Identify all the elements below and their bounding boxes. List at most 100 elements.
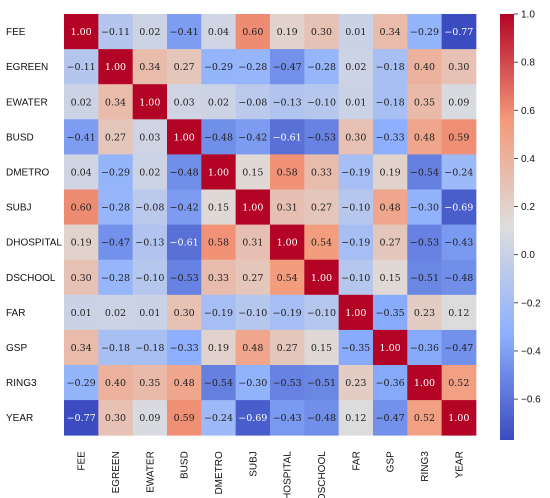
heatmap-cell-BUSD-BUSD xyxy=(166,119,202,155)
heatmap-cell-label-EGREEN-SUBJ: −0.28 xyxy=(238,62,267,73)
heatmap-cell-EWATER-GSP xyxy=(372,84,408,120)
heatmap-cell-label-BUSD-EGREEN: 0.27 xyxy=(105,132,126,143)
heatmap-cell-FAR-DHOSPITAL xyxy=(269,294,305,331)
heatmap-cell-label-DHOSPITAL-RING3: −0.53 xyxy=(410,238,439,249)
heatmap-cell-EWATER-BUSD xyxy=(166,84,202,120)
heatmap-cell-EGREEN-SUBJ xyxy=(235,49,271,85)
heatmap-cell-EGREEN-DHOSPITAL xyxy=(269,49,305,85)
heatmap-cell-label-BUSD-DMETRO: −0.48 xyxy=(204,132,233,143)
heatmap-cell-FAR-YEAR xyxy=(441,294,477,331)
heatmap-cell-EGREEN-FEE xyxy=(64,49,99,85)
heatmap-cell-label-RING3-YEAR: 0.52 xyxy=(448,378,469,389)
y-tick-label-BUSD: BUSD xyxy=(6,132,34,143)
heatmap-cell-label-RING3-GSP: −0.36 xyxy=(376,378,405,389)
heatmap-cell-DSCHOOL-FEE xyxy=(64,259,99,296)
heatmap-cell-label-FEE-RING3: −0.29 xyxy=(410,27,439,38)
heatmap-cell-label-GSP-FAR: −0.35 xyxy=(341,343,370,354)
heatmap-cell-SUBJ-FAR xyxy=(338,189,374,225)
heatmap-cell-label-GSP-EWATER: −0.18 xyxy=(135,343,164,354)
colorbar-tick-label: −0.6 xyxy=(521,395,541,406)
heatmap-cell-label-GSP-EGREEN: −0.18 xyxy=(101,343,130,354)
heatmap-cell-label-RING3-EWATER: 0.35 xyxy=(139,378,160,389)
heatmap-cell-BUSD-FEE xyxy=(64,119,99,155)
heatmap-cell-label-SUBJ-EGREEN: −0.28 xyxy=(101,203,130,214)
heatmap-cell-label-RING3-DSCHOOL: −0.51 xyxy=(307,378,336,389)
heatmap-cell-label-YEAR-BUSD: 0.59 xyxy=(174,413,195,424)
heatmap-cell-label-YEAR-EGREEN: 0.30 xyxy=(105,413,126,424)
heatmap-cell-SUBJ-GSP xyxy=(372,189,408,225)
heatmap-cell-label-FAR-GSP: −0.35 xyxy=(376,308,405,319)
heatmap-cell-DMETRO-SUBJ xyxy=(235,154,271,190)
heatmap-cell-DMETRO-FEE xyxy=(64,154,99,190)
heatmap-cell-BUSD-DHOSPITAL xyxy=(269,119,305,155)
x-tick-label-SUBJ: SUBJ xyxy=(248,451,259,477)
heatmap-cell-label-SUBJ-SUBJ: 1.00 xyxy=(242,203,263,214)
heatmap-cell-SUBJ-BUSD xyxy=(166,189,202,225)
x-tick-label-FEE: FEE xyxy=(77,451,88,471)
heatmap-cell-label-DSCHOOL-RING3: −0.51 xyxy=(410,273,439,284)
heatmap-cell-GSP-GSP xyxy=(372,329,408,366)
y-axis-tick-labels: FEE EGREEN EWATER BUSD DMETRO SUBJ DHOSPITAL DS… xyxy=(6,27,62,424)
heatmap-cell-FAR-EGREEN xyxy=(98,294,134,331)
heatmap-cell-label-DSCHOOL-EWATER: −0.10 xyxy=(135,273,164,284)
heatmap-cell-GSP-DMETRO xyxy=(201,329,237,366)
heatmap-cell-YEAR-EWATER xyxy=(132,400,168,436)
heatmap-cell-DHOSPITAL-EGREEN xyxy=(98,224,134,261)
heatmap-cell-label-DMETRO-GSP: 0.19 xyxy=(380,167,401,178)
heatmap-cell-FAR-DSCHOOL xyxy=(304,294,340,331)
heatmap-cell-EGREEN-YEAR xyxy=(441,49,477,85)
y-tick-label-FAR: FAR xyxy=(6,308,25,319)
heatmap-cell-label-EGREEN-EWATER: 0.34 xyxy=(139,62,160,73)
heatmap-cell-FEE-DMETRO xyxy=(201,14,237,50)
heatmap-cell-label-FAR-SUBJ: −0.10 xyxy=(238,308,267,319)
heatmap-cell-label-GSP-GSP: 1.00 xyxy=(380,343,401,354)
heatmap-cell-label-GSP-DHOSPITAL: 0.27 xyxy=(277,343,298,354)
heatmap-cell-YEAR-FAR xyxy=(338,400,374,436)
heatmap-cell-BUSD-DMETRO xyxy=(201,119,237,155)
heatmap-cell-DSCHOOL-DHOSPITAL xyxy=(269,259,305,296)
heatmap-cell-DMETRO-BUSD xyxy=(166,154,202,190)
heatmap-cell-label-RING3-SUBJ: −0.30 xyxy=(238,378,267,389)
heatmap-cell-SUBJ-YEAR xyxy=(441,189,477,225)
heatmap-cell-label-EWATER-EWATER: 1.00 xyxy=(139,97,160,108)
heatmap-cell-label-GSP-YEAR: −0.47 xyxy=(444,343,473,354)
heatmap-cell-FEE-FAR xyxy=(338,14,374,50)
colorbar-tick-label: 0.2 xyxy=(521,202,535,213)
heatmap-cell-EGREEN-RING3 xyxy=(407,49,443,85)
colorbar-tick-label: 0.6 xyxy=(521,106,535,117)
x-tick-label-EGREEN: EGREEN xyxy=(111,451,122,493)
heatmap-cell-label-YEAR-YEAR: 1.00 xyxy=(448,413,469,424)
heatmap-cell-label-EWATER-EGREEN: 0.34 xyxy=(105,97,126,108)
heatmap-cell-label-GSP-RING3: −0.36 xyxy=(410,343,439,354)
heatmap-cell-label-DSCHOOL-DMETRO: 0.33 xyxy=(208,273,229,284)
heatmap-cell-FEE-EWATER xyxy=(132,14,168,50)
heatmap-cell-BUSD-DSCHOOL xyxy=(304,119,340,155)
heatmap-cell-label-EWATER-RING3: 0.35 xyxy=(414,97,435,108)
heatmap-cell-label-DSCHOOL-DSCHOOL: 1.00 xyxy=(311,273,332,284)
heatmap-cell-EWATER-FEE xyxy=(64,84,99,120)
heatmap-cell-label-GSP-DMETRO: 0.19 xyxy=(208,343,229,354)
heatmap-cell-DSCHOOL-DMETRO xyxy=(201,259,237,296)
heatmap-cell-DHOSPITAL-GSP xyxy=(372,224,408,261)
heatmap-cell-label-EWATER-FEE: 0.02 xyxy=(71,97,92,108)
heatmap-cell-DMETRO-EWATER xyxy=(132,154,168,190)
colorbar-tick-label: −0.2 xyxy=(521,298,541,309)
heatmap-cell-label-EGREEN-RING3: 0.40 xyxy=(414,62,435,73)
heatmap-cell-label-DMETRO-EWATER: 0.02 xyxy=(139,167,160,178)
heatmap-cell-YEAR-DHOSPITAL xyxy=(269,400,305,436)
heatmap-cell-FAR-BUSD xyxy=(166,294,202,331)
heatmap-cell-label-EGREEN-FAR: 0.02 xyxy=(345,62,366,73)
heatmap-cell-SUBJ-DMETRO xyxy=(201,189,237,225)
heatmap-cell-FAR-RING3 xyxy=(407,294,443,331)
heatmap-cell-EGREEN-EGREEN xyxy=(98,49,134,85)
heatmap-cell-label-DSCHOOL-YEAR: −0.48 xyxy=(444,273,473,284)
heatmap-cell-label-SUBJ-DHOSPITAL: 0.31 xyxy=(277,203,298,214)
x-tick-label-EWATER: EWATER xyxy=(145,451,156,493)
heatmap-cell-label-DSCHOOL-DHOSPITAL: 0.54 xyxy=(277,273,298,284)
heatmap-cell-label-FEE-DMETRO: 0.04 xyxy=(208,27,229,38)
heatmap-cell-EGREEN-FAR xyxy=(338,49,374,85)
heatmap-cell-FEE-GSP xyxy=(372,14,408,50)
heatmap-cell-label-DHOSPITAL-DMETRO: 0.58 xyxy=(208,238,229,249)
heatmap-cell-GSP-FAR xyxy=(338,329,374,366)
heatmap-cell-label-YEAR-EWATER: 0.09 xyxy=(139,413,160,424)
